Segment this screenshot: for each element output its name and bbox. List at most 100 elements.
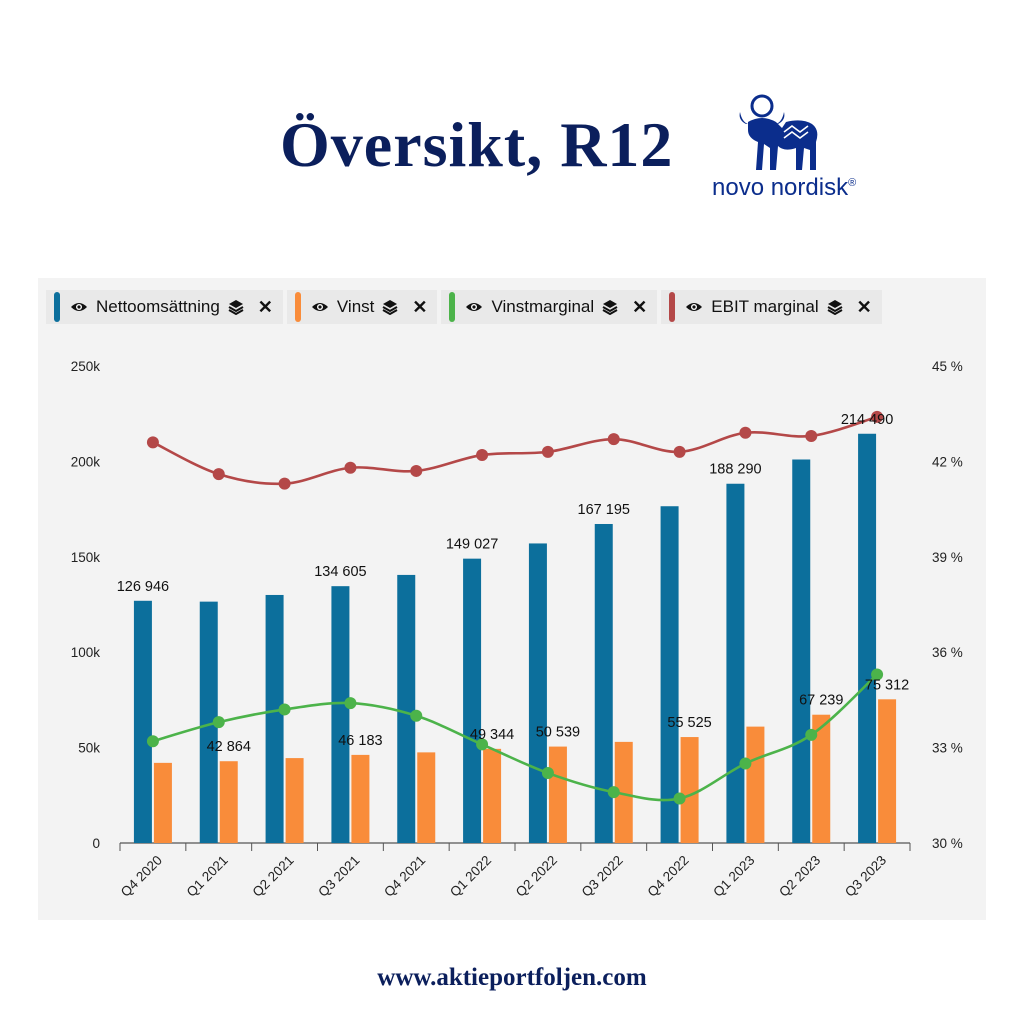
bar-vinst — [285, 758, 304, 843]
eye-icon[interactable] — [685, 301, 703, 313]
point-vinstmarginal — [739, 757, 752, 770]
close-icon[interactable]: ✕ — [632, 296, 648, 317]
point-vinstmarginal — [344, 697, 357, 710]
x-axis-tick-label: Q4 2020 — [118, 853, 165, 900]
bar-vinst — [812, 714, 831, 843]
close-icon[interactable]: ✕ — [412, 296, 428, 317]
y-axis-left-tick-label: 50k — [78, 741, 100, 756]
chart-legend: Nettoomsättning ✕ Vinst ✕ Vinstmarginal … — [46, 290, 882, 324]
bar-nettoomsattning — [792, 459, 811, 843]
x-axis-tick-label: Q2 2022 — [513, 853, 560, 900]
bar-nettoomsattning — [528, 543, 547, 843]
legend-item-nettoomsattning[interactable]: Nettoomsättning ✕ — [46, 290, 283, 324]
bar-nettoomsattning — [858, 433, 877, 843]
x-axis-tick-label: Q4 2022 — [644, 853, 691, 900]
bar-vinst — [153, 762, 172, 843]
point-ebit-marginal — [871, 410, 884, 423]
footer-url[interactable]: www.aktieportfoljen.com — [377, 964, 647, 991]
legend-swatch — [449, 292, 456, 322]
point-vinstmarginal — [476, 738, 489, 751]
bar-nettoomsattning — [594, 523, 613, 843]
y-axis-left-tick-label: 200k — [71, 454, 101, 469]
bar-vinst — [746, 726, 765, 843]
point-ebit-marginal — [278, 477, 291, 490]
data-label: 188 290 — [709, 462, 761, 478]
y-axis-right-tick-label: 42 % — [932, 454, 963, 469]
bar-vinst — [219, 761, 238, 843]
point-vinstmarginal — [805, 728, 818, 741]
line-vinstmarginal — [152, 673, 878, 802]
legend-item-vinst[interactable]: Vinst ✕ — [286, 290, 438, 324]
data-label: 42 864 — [207, 739, 251, 755]
point-ebit-marginal — [344, 461, 357, 474]
y-axis-right-tick-label: 36 % — [932, 645, 963, 660]
point-vinstmarginal — [146, 735, 159, 748]
point-ebit-marginal — [739, 426, 752, 439]
legend-swatch — [669, 292, 676, 322]
y-axis-left-tick-label: 0 — [92, 836, 100, 851]
bar-vinst — [351, 754, 370, 843]
eye-icon[interactable] — [70, 301, 88, 313]
legend-label: EBIT marginal — [711, 297, 819, 316]
bar-vinst — [483, 748, 502, 843]
data-label: 126 946 — [117, 579, 169, 595]
legend-item-ebit-marginal[interactable]: EBIT marginal ✕ — [661, 290, 882, 324]
bar-nettoomsattning — [660, 506, 679, 843]
bull-icon — [739, 94, 818, 170]
legend-swatch — [54, 292, 60, 322]
bar-vinst — [680, 737, 699, 843]
point-ebit-marginal — [673, 445, 686, 458]
bar-nettoomsattning — [726, 483, 745, 843]
x-axis-tick-label: Q3 2022 — [579, 853, 626, 900]
x-axis-tick-label: Q2 2023 — [776, 853, 823, 900]
bar-vinst — [548, 746, 567, 843]
stack-icon[interactable] — [827, 299, 845, 315]
bar-vinst — [614, 741, 633, 843]
bar-nettoomsattning — [199, 601, 218, 843]
stack-icon[interactable] — [602, 299, 620, 315]
point-ebit-marginal — [410, 464, 423, 477]
data-label: 134 605 — [314, 564, 366, 580]
x-axis-tick-label: Q1 2023 — [710, 853, 757, 900]
data-label: 49 344 — [470, 727, 514, 743]
legend-label: Vinstmarginal — [491, 297, 595, 316]
legend-item-vinstmarginal[interactable]: Vinstmarginal ✕ — [441, 290, 658, 324]
bar-nettoomsattning — [397, 574, 416, 843]
point-ebit-marginal — [212, 468, 225, 481]
x-axis-tick-label: Q2 2021 — [249, 853, 296, 900]
point-ebit-marginal — [805, 429, 818, 442]
data-label: 67 239 — [799, 693, 843, 709]
close-icon[interactable]: ✕ — [257, 296, 273, 317]
data-label: 50 539 — [536, 725, 580, 741]
data-label: 46 183 — [338, 733, 382, 749]
point-vinstmarginal — [410, 709, 423, 722]
point-vinstmarginal — [278, 703, 291, 716]
data-label: 214 490 — [841, 412, 893, 428]
x-axis-tick-label: Q1 2022 — [447, 853, 494, 900]
point-ebit-marginal — [146, 436, 159, 449]
legend-swatch — [294, 292, 301, 322]
close-icon[interactable]: ✕ — [856, 296, 872, 317]
bar-nettoomsattning — [133, 600, 152, 843]
y-axis-left-tick-label: 150k — [71, 550, 101, 565]
novo-nordisk-logo: novo nordisk® — [712, 92, 882, 212]
y-axis-right-tick-label: 45 % — [932, 359, 963, 374]
eye-icon[interactable] — [311, 301, 329, 313]
point-vinstmarginal — [212, 716, 225, 729]
line-ebit-marginal — [152, 415, 878, 486]
x-axis-tick-label: Q3 2023 — [842, 853, 889, 900]
y-axis-right-tick-label: 33 % — [932, 741, 963, 756]
point-ebit-marginal — [607, 433, 620, 446]
registered-mark: ® — [848, 177, 857, 189]
stack-icon[interactable] — [228, 299, 246, 315]
stack-icon[interactable] — [382, 299, 400, 315]
eye-icon[interactable] — [465, 301, 483, 313]
point-vinstmarginal — [871, 668, 884, 681]
bar-nettoomsattning — [331, 586, 350, 843]
bar-nettoomsattning — [463, 558, 482, 843]
point-ebit-marginal — [476, 449, 489, 462]
bar-vinst — [878, 699, 897, 843]
point-vinstmarginal — [607, 786, 620, 799]
bar-vinst — [417, 752, 436, 843]
